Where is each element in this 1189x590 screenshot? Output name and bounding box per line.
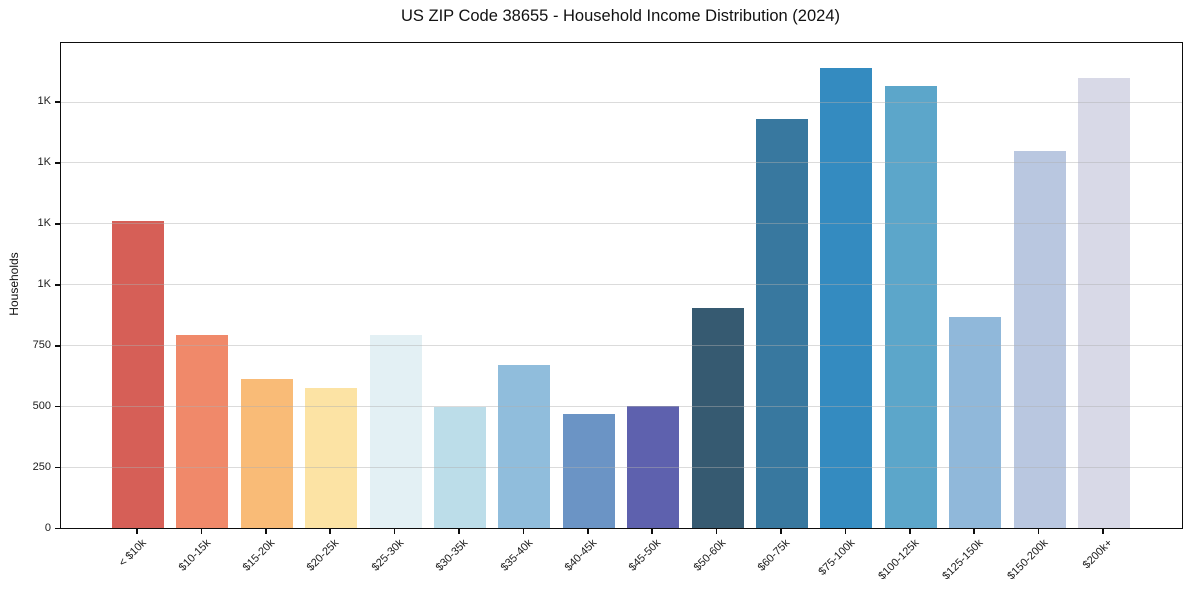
x-tick-label: $60-75k <box>755 537 793 574</box>
y-tick-mark <box>55 527 60 530</box>
x-tick-label: $15-20k <box>240 537 278 574</box>
x-tick-mark <box>1037 528 1040 534</box>
gridline <box>61 223 1182 225</box>
bar <box>434 407 486 528</box>
y-tick-mark <box>55 405 60 408</box>
bar <box>627 405 680 528</box>
bar <box>176 335 229 528</box>
bar <box>369 334 422 528</box>
x-tick-mark <box>458 528 460 534</box>
gridline <box>61 345 1182 347</box>
y-tick-label: 0 <box>44 521 51 534</box>
gridline <box>61 162 1182 164</box>
x-tick-mark <box>522 528 525 534</box>
x-tick-label: $45-50k <box>627 537 664 574</box>
gridline <box>61 406 1182 408</box>
bar <box>1013 150 1066 528</box>
x-tick-mark <box>265 528 267 534</box>
bar <box>1078 78 1130 528</box>
bar <box>112 220 164 528</box>
x-tick-label: $35-40k <box>498 537 535 574</box>
y-tick-mark <box>55 284 60 286</box>
bar <box>562 413 615 528</box>
x-tick-label: $40-45k <box>562 537 600 574</box>
plot-area <box>60 42 1183 529</box>
y-tick-mark <box>55 223 60 225</box>
x-tick-mark <box>715 528 718 534</box>
x-tick-label: $125-150k <box>940 537 986 583</box>
bar <box>949 316 1002 528</box>
x-tick-label: $200k+ <box>1080 537 1115 572</box>
chart-title: US ZIP Code 38655 - Household Income Dis… <box>400 7 840 25</box>
bar <box>240 378 293 528</box>
x-tick-label: $30-35k <box>433 537 471 574</box>
x-tick-label: $50-60k <box>691 537 729 574</box>
y-tick-mark <box>55 345 60 347</box>
y-tick-label: 1K <box>37 95 51 107</box>
x-tick-label: $100-125k <box>876 537 922 583</box>
x-tick-mark <box>651 528 653 534</box>
gridline <box>61 467 1182 469</box>
x-tick-mark <box>909 528 911 534</box>
x-tick-mark <box>329 528 331 534</box>
bar <box>756 118 808 528</box>
x-tick-label: $25-30k <box>369 537 407 574</box>
bar <box>884 85 937 528</box>
y-tick-mark <box>55 466 60 469</box>
x-tick-mark <box>973 528 975 534</box>
y-tick-label: 1K <box>37 216 51 229</box>
x-tick-mark <box>200 528 203 534</box>
y-tick-label: 250 <box>32 460 51 473</box>
x-tick-mark <box>393 528 396 534</box>
bar <box>305 387 358 528</box>
x-tick-mark <box>587 528 589 534</box>
gridline <box>61 101 1182 103</box>
x-tick-mark <box>780 528 782 534</box>
y-tick-mark <box>55 101 60 103</box>
x-tick-mark <box>844 528 847 534</box>
x-tick-label: $20-25k <box>305 537 342 574</box>
y-tick-mark <box>55 162 60 164</box>
y-tick-label: 750 <box>32 338 51 351</box>
x-tick-label: < $10k <box>116 537 149 570</box>
bar <box>820 67 873 528</box>
y-tick-label: 500 <box>32 399 51 412</box>
bar <box>691 307 744 528</box>
bar <box>498 365 551 528</box>
x-tick-mark <box>136 528 138 534</box>
x-tick-label: $150-200k <box>1004 537 1051 583</box>
x-tick-label: $10-15k <box>176 537 213 574</box>
x-tick-mark <box>1102 528 1104 534</box>
y-tick-label: 1K <box>37 277 51 290</box>
y-tick-label: 1K <box>37 155 51 168</box>
gridline <box>61 284 1182 286</box>
x-tick-label: $75-100k <box>815 537 857 578</box>
